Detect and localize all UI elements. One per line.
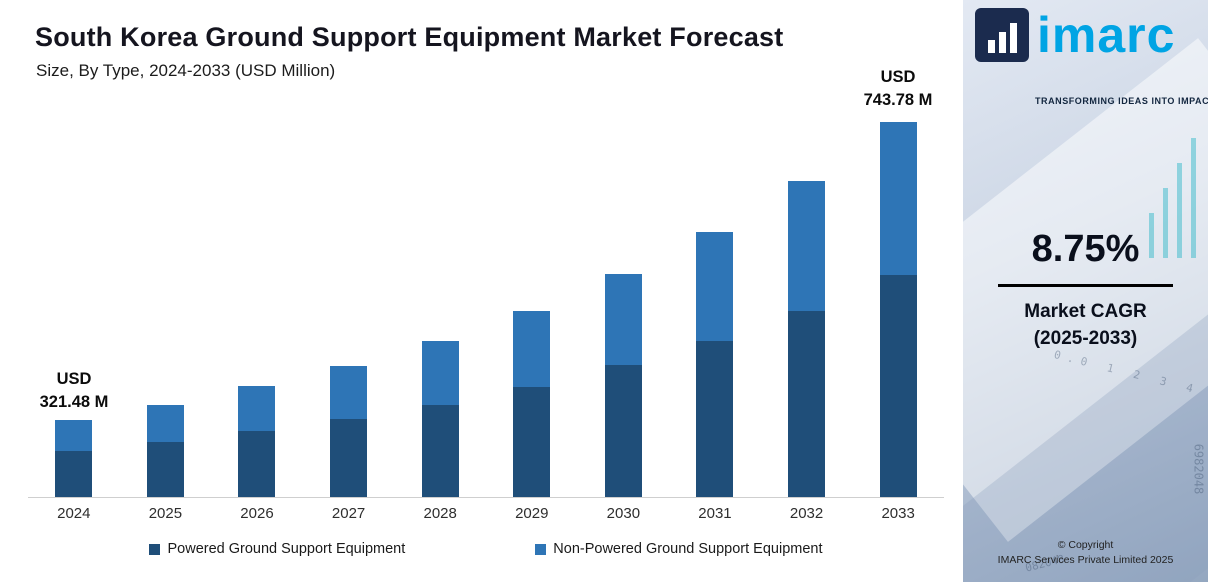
bar-group-2031 [669,117,761,497]
cagr-label-line2: (2025-2033) [1033,328,1138,349]
bar-2032-nonpowered [788,181,826,311]
bar-group-2026 [211,117,303,497]
bar-2033-nonpowered [879,122,917,275]
annotation-2033-currency: USD [880,68,916,86]
bar-2024-powered [55,451,93,497]
bar-group-2029 [486,117,578,497]
bar-group-2030 [578,117,670,497]
x-axis-label-2024: 2024 [57,505,91,522]
bar-2031-powered [696,341,734,497]
annotation-2033: USD 743.78 M [828,66,968,112]
bar-chart [28,117,944,497]
bar-group-2033 [852,117,944,497]
bar-2030-nonpowered [604,274,642,365]
copyright-line2: IMARC Services Private Limited 2025 [997,554,1174,566]
x-axis-label-2030: 2030 [606,505,641,522]
legend-swatch-powered [149,543,161,555]
bar-2029-powered [513,387,551,497]
x-axis-label-2032: 2032 [789,505,824,522]
cagr-block: 8.75% Market CAGR (2025-2033) [963,228,1208,352]
bar-2026-nonpowered [238,386,276,431]
x-axis-label-2026: 2026 [240,505,274,522]
bar-group-2027 [303,117,395,497]
legend-item-nonpowered: Non-Powered Ground Support Equipment [535,541,823,557]
bar-group-2032 [761,117,853,497]
annotation-2033-value: 743.78 M [863,91,933,109]
bar-2027-nonpowered [330,366,368,419]
copyright: © Copyright IMARC Services Private Limit… [963,538,1208,568]
bar-2028-nonpowered [421,341,459,405]
x-axis-labels: 2024 2025 2026 2027 2028 2029 2030 2031 2032 2033 [28,505,944,522]
imarc-wordmark: imarc [1037,7,1176,63]
cagr-divider [998,284,1173,287]
chart-subtitle: Size, By Type, 2024-2033 (USD Million) [36,61,336,80]
annotation-2024-value: 321.48 M [39,393,109,411]
bar-group-2028 [394,117,486,497]
bar-2030-powered [604,365,642,497]
legend: Powered Ground Support Equipment Non-Pow… [28,541,944,557]
imarc-tagline: TRANSFORMING IDEAS INTO IMPACT [1035,96,1208,106]
imarc-logo-icon [975,8,1029,62]
bar-2029-nonpowered [513,311,551,387]
annotation-2024: USD 321.48 M [4,368,144,414]
bar-2024-nonpowered [55,420,93,451]
x-axis-label-2029: 2029 [515,505,549,522]
imarc-logo: imarc [975,8,1175,62]
x-axis-label-2031: 2031 [698,505,732,522]
legend-label-nonpowered: Non-Powered Ground Support Equipment [553,541,823,557]
legend-item-powered: Powered Ground Support Equipment [149,541,405,557]
x-axis-label-2025: 2025 [148,505,183,522]
bar-group-2024 [28,117,120,497]
x-axis-label-2028: 2028 [423,505,457,522]
bar-2028-powered [421,405,459,497]
x-axis-line [28,497,944,498]
bar-2027-powered [330,419,368,497]
legend-swatch-nonpowered [535,543,547,555]
decor-bars-icon [1149,138,1196,258]
bar-chart-plot [28,117,944,497]
bar-2026-powered [238,431,276,497]
sidebar: 6982048 082048 0.0 1 2 3 4 imarc TRANSFO… [963,0,1208,582]
bar-2025-nonpowered [146,405,184,442]
cagr-label-line1: Market CAGR [1024,301,1147,322]
watermark-serial: 6982048 [1191,443,1206,495]
copyright-line1: © Copyright [1057,539,1114,551]
bar-2025-powered [146,442,184,497]
bar-2031-nonpowered [696,232,734,341]
cagr-value: 8.75% [1031,228,1140,270]
chart-title: South Korea Ground Support Equipment Mar… [35,22,784,52]
legend-label-powered: Powered Ground Support Equipment [167,541,406,557]
bar-2033-powered [879,275,917,497]
chart-panel: South Korea Ground Support Equipment Mar… [4,22,944,557]
x-axis-label-2027: 2027 [331,505,366,522]
annotation-2024-currency: USD [56,370,92,388]
x-axis-label-2033: 2033 [881,505,915,522]
bar-group-2025 [120,117,212,497]
bar-2032-powered [788,311,826,497]
